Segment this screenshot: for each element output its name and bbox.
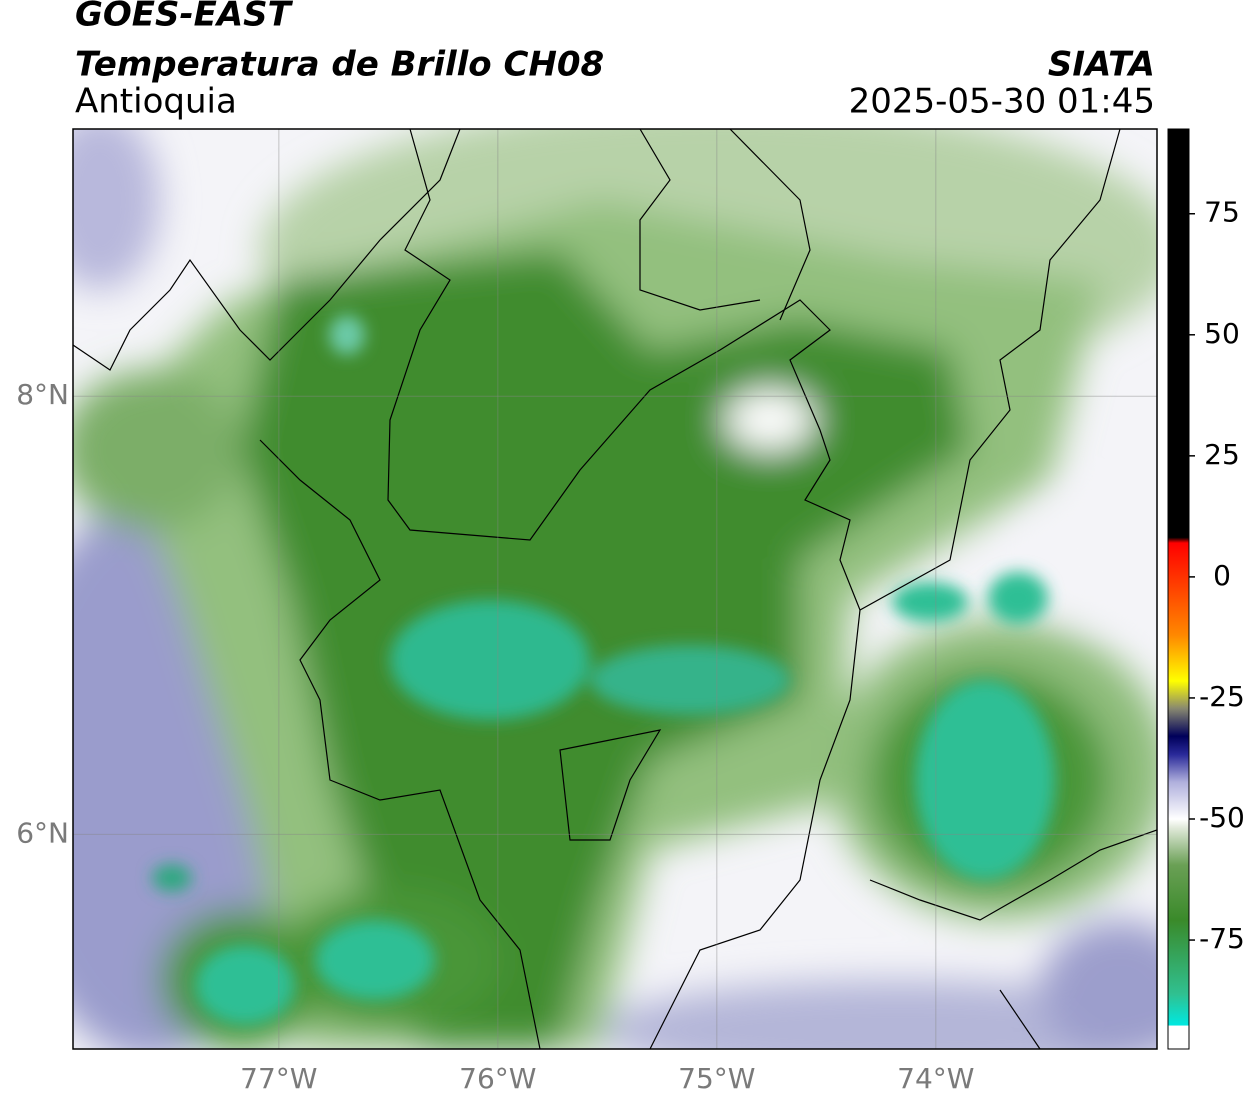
grid [73,129,1157,1049]
colorbar-tick-label: -25 [1199,680,1245,713]
y-tick-label: 8°N [16,378,69,411]
subtitle: Temperatura de Brillo CH08 [75,45,604,85]
colorbar-tick-label: 50 [1204,317,1240,350]
x-tick-label: 75°W [678,1062,755,1095]
colorbar-tick-label: 25 [1204,438,1240,471]
colorbar-tick-label: -75 [1199,922,1245,955]
borders [73,129,1157,1049]
colorbar-tick-label: 75 [1204,196,1240,229]
y-tick-label: 6°N [16,816,69,849]
colorbar [1167,128,1190,1050]
region: Antioquia [75,82,237,122]
title: GOES-EAST [75,0,294,35]
colorbar-tick-label: 0 [1213,559,1231,592]
satellite-image [73,129,1157,1049]
x-tick-label: 77°W [240,1062,317,1095]
colorbar-tick-label: -50 [1199,801,1245,834]
datetime: 2025-05-30 01:45 [849,82,1155,122]
x-tick-label: 74°W [897,1062,974,1095]
source: SIATA [1048,45,1155,85]
x-tick-label: 76°W [459,1062,536,1095]
map-frame [72,128,1158,1050]
